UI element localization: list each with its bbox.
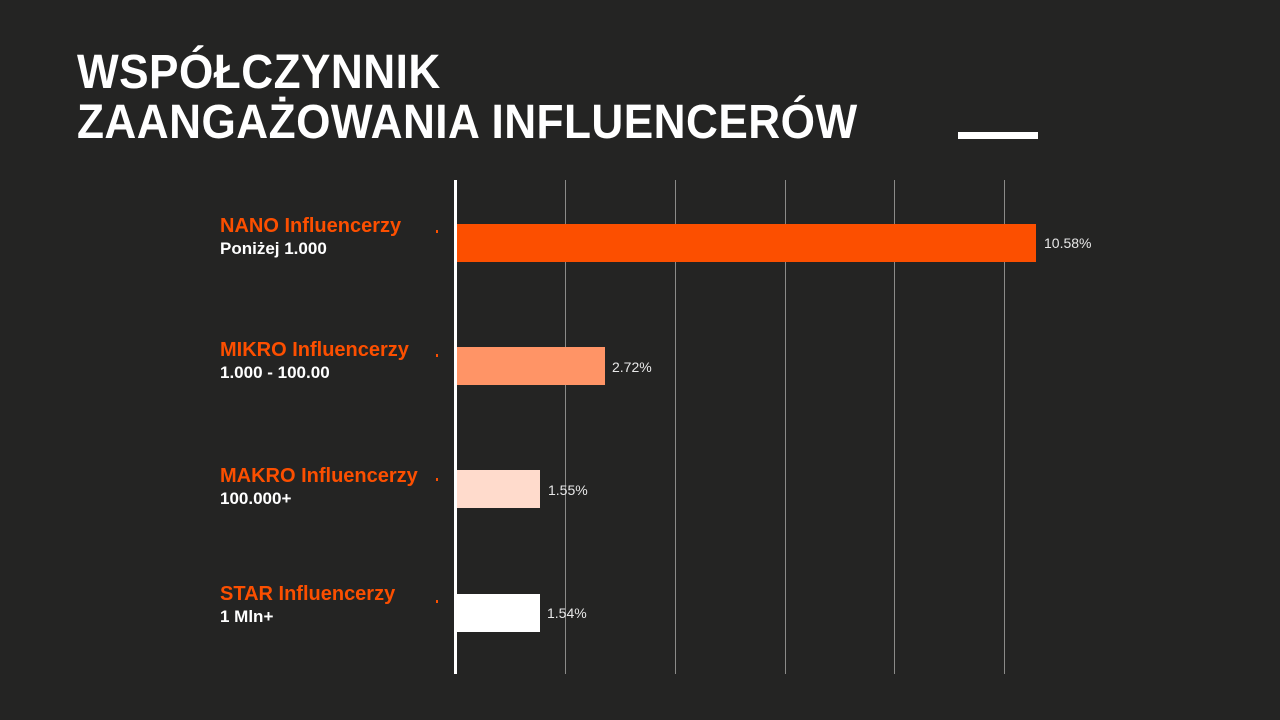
- bar-value-mikro: 2.72%: [612, 359, 652, 375]
- bar-value-nano: 10.58%: [1044, 235, 1092, 251]
- category-range: 1 Mln+: [220, 607, 274, 626]
- title-line-2: ZAANGAŻOWANIA INFLUENCERÓW: [77, 96, 858, 149]
- category-name: MAKRO Influencerzy: [220, 465, 418, 487]
- category-label-star: STAR Influencerzy 1 Mln+: [220, 582, 395, 628]
- gridline-10: [1004, 180, 1005, 674]
- category-tick: [436, 600, 438, 603]
- gridline-6: [785, 180, 786, 674]
- page-title: WSPÓŁCZYNNIK ZAANGAŻOWANIA INFLUENCERÓW: [77, 48, 858, 148]
- title-underline-decoration: [958, 132, 1038, 139]
- category-tick: [436, 230, 438, 233]
- category-label-mikro: MIKRO Influencerzy 1.000 - 100.00: [220, 338, 409, 384]
- bar-mikro: [456, 347, 605, 385]
- bar-nano: [456, 224, 1036, 262]
- category-tick: [436, 354, 438, 357]
- category-range: Poniżej 1.000: [220, 239, 327, 258]
- gridline-8: [894, 180, 895, 674]
- category-name: NANO Influencerzy: [220, 215, 402, 237]
- category-tick: [436, 478, 438, 481]
- category-label-makro: MAKRO Influencerzy 100.000+: [220, 464, 418, 510]
- category-range: 100.000+: [220, 489, 292, 508]
- gridline-2: [565, 180, 566, 674]
- category-label-nano: NANO Influencerzy Poniżej 1.000: [220, 214, 401, 260]
- bar-star: [456, 594, 540, 632]
- y-axis-line: [454, 180, 457, 674]
- category-name: MIKRO Influencerzy: [220, 339, 409, 361]
- category-range: 1.000 - 100.00: [220, 363, 330, 382]
- bar-value-star: 1.54%: [547, 605, 587, 621]
- bar-value-makro: 1.55%: [548, 482, 588, 498]
- title-line-1: WSPÓŁCZYNNIK: [77, 46, 441, 99]
- gridline-4: [675, 180, 676, 674]
- category-name: STAR Influencerzy: [220, 583, 396, 605]
- bar-makro: [456, 470, 540, 508]
